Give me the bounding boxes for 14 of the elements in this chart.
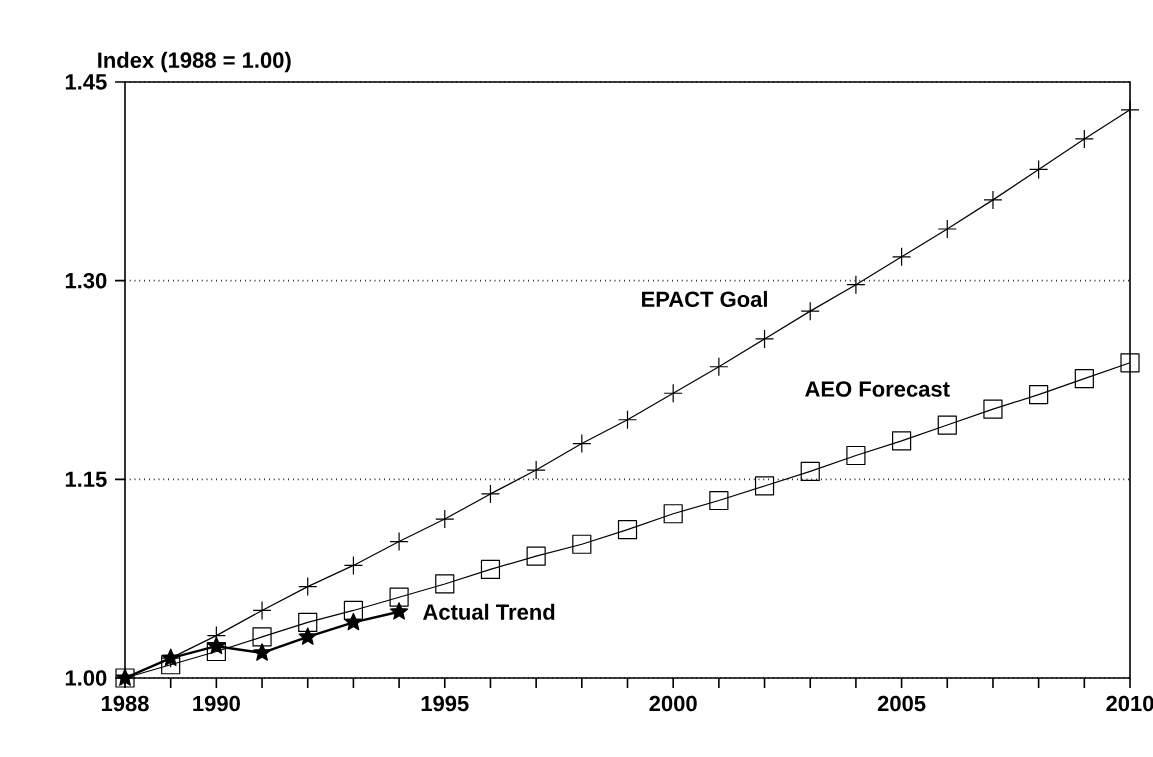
x-tick-label: 1988 bbox=[101, 695, 149, 712]
y-tick-label: 1.30 bbox=[65, 272, 107, 289]
x-tick-label: 2000 bbox=[649, 695, 697, 712]
y-axis-title: Index (1988 = 1.00) bbox=[98, 51, 291, 73]
y-tick-label: 1.45 bbox=[65, 74, 107, 90]
x-tick-label: 2005 bbox=[877, 695, 926, 712]
y-tick-label: 1.15 bbox=[65, 471, 107, 488]
series-label: EPACT Goal bbox=[642, 290, 767, 308]
series-label: Actual Trend bbox=[423, 603, 555, 620]
x-tick-label: 1990 bbox=[193, 695, 240, 712]
y-tick-label: 1.00 bbox=[65, 670, 107, 686]
x-tick-label: 2010 bbox=[1106, 695, 1153, 712]
x-tick-label: 1995 bbox=[421, 695, 469, 712]
series-label: AEO Forecast bbox=[805, 381, 950, 397]
